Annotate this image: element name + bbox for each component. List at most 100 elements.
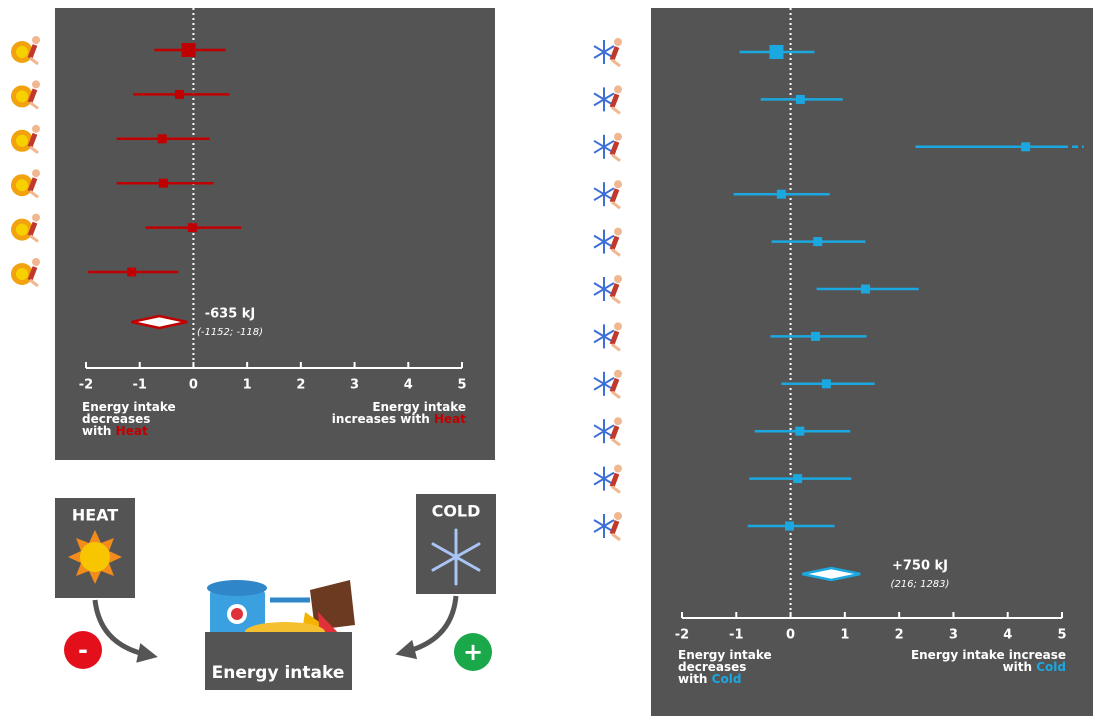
person-leg <box>611 200 621 210</box>
snow-glyph <box>593 45 615 59</box>
x-tick-label: 4 <box>1003 628 1012 643</box>
point-estimate <box>813 237 823 247</box>
sun-core <box>16 90 28 103</box>
pooled-label: -635 kJ <box>205 307 256 322</box>
point-estimate <box>158 178 168 188</box>
sun-core <box>16 223 28 236</box>
point-estimate <box>1021 142 1031 152</box>
axis-note: increases with Heat <box>332 412 466 426</box>
person-body <box>27 44 38 59</box>
person-leg <box>29 189 39 199</box>
x-tick-label: 0 <box>189 378 198 393</box>
point-estimate <box>187 223 197 233</box>
axis-note: Energy intake <box>82 400 176 414</box>
person-leg <box>29 145 39 155</box>
person-body <box>609 235 620 251</box>
sun-row-icon <box>11 80 40 110</box>
point-estimate <box>174 89 184 99</box>
x-tick-label: 2 <box>895 628 904 643</box>
x-tick-label: -1 <box>132 378 146 393</box>
axis-note: Energy intake <box>678 648 772 662</box>
person-head <box>614 38 622 46</box>
cold-arrow <box>395 595 459 660</box>
axis-note-line: decreases <box>82 412 150 426</box>
axis-note-line: with <box>1003 660 1032 674</box>
person-leg <box>611 153 621 163</box>
axis-note: Energy intake increase <box>911 648 1066 662</box>
person-leg <box>611 58 621 68</box>
axis-note-line: increases with <box>332 412 430 426</box>
pooled-ci-label: (-1152; -118) <box>197 327 263 338</box>
person-body <box>609 93 620 109</box>
snow-row-icon <box>593 85 622 115</box>
x-tick-label: -2 <box>675 628 689 643</box>
person-body <box>609 140 620 156</box>
pooled-diamond <box>131 314 188 330</box>
x-tick-label: 5 <box>1057 628 1066 643</box>
axis-note: with Cold <box>1003 660 1066 674</box>
snow-icon <box>431 528 481 586</box>
snow-glyph <box>593 282 615 296</box>
snow-row-icon <box>593 369 622 399</box>
sun-core <box>16 268 28 280</box>
sun-row-icon <box>11 169 40 199</box>
axis-note-line: Energy intake <box>372 400 466 414</box>
sun-row-icon <box>11 213 40 243</box>
person-leg <box>611 106 621 115</box>
pooled-label: +750 kJ <box>892 559 948 574</box>
snow-row-icon <box>593 322 622 352</box>
axis-note: with Heat <box>82 424 148 438</box>
person-body <box>609 377 620 393</box>
x-tick-label: 0 <box>786 628 795 643</box>
snow-glyph <box>593 234 615 249</box>
axis-note-line: with <box>678 672 707 686</box>
person-leg <box>611 485 621 494</box>
x-tick-label: 2 <box>296 378 305 393</box>
minus-sign: - <box>78 636 88 664</box>
person-leg <box>611 390 621 399</box>
person-head <box>32 169 40 178</box>
x-tick-label: -1 <box>729 628 743 643</box>
person-head <box>614 85 622 94</box>
axis-note: with Cold <box>678 672 741 686</box>
person-head <box>32 258 40 266</box>
point-estimate <box>127 267 137 277</box>
sun-core <box>16 46 28 58</box>
snow-row-icon <box>593 512 622 542</box>
axis-note-line: decreases <box>678 660 746 674</box>
plus-badge <box>454 633 492 671</box>
sun-row-icon <box>11 258 40 288</box>
axis-note: decreases <box>678 660 746 674</box>
snow-row-icon <box>593 227 622 257</box>
point-estimate <box>795 94 805 104</box>
person-leg <box>29 234 39 243</box>
point-estimate <box>776 189 786 199</box>
x-tick-label: 5 <box>457 378 466 393</box>
sun-icon <box>68 530 122 584</box>
snow-glyph <box>593 471 615 486</box>
person-body <box>27 132 38 148</box>
person-leg <box>29 56 39 66</box>
person-head <box>614 180 622 189</box>
person-head <box>614 275 622 283</box>
heat-label: HEAT <box>72 506 118 525</box>
snow-row-icon <box>593 275 622 305</box>
person-body <box>27 88 38 104</box>
snow-glyph <box>593 187 615 202</box>
cold-label: COLD <box>432 502 481 521</box>
person-body <box>609 520 620 535</box>
axis-note-line: Energy intake increase <box>911 648 1066 662</box>
person-leg <box>611 343 621 352</box>
person-head <box>32 80 40 89</box>
sun-core <box>16 134 28 147</box>
person-body <box>609 283 620 298</box>
axis-note: decreases <box>82 412 150 426</box>
point-estimate <box>769 45 784 59</box>
axis-note-highlight: Cold <box>712 672 742 686</box>
cold-panel <box>651 8 1093 716</box>
x-tick-label: 3 <box>949 628 958 643</box>
point-estimate <box>795 426 805 436</box>
pooled-ci-label: (216; 1283) <box>891 579 950 590</box>
